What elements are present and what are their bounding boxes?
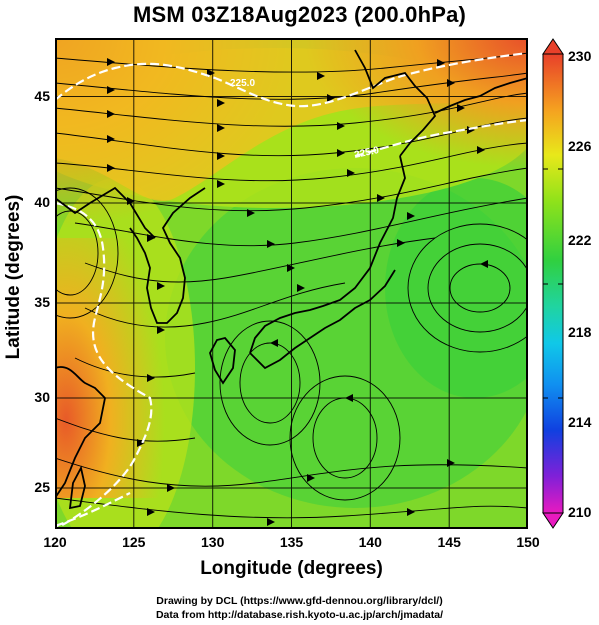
map-svg: 225.0 225.0 xyxy=(55,38,528,529)
credit-drawing: Drawing by DCL (https://www.gfd-dennou.o… xyxy=(156,595,443,607)
x-tick-label: 145 xyxy=(437,534,461,550)
x-tick-label: 150 xyxy=(516,534,540,550)
coastlines xyxy=(55,49,528,510)
x-tick-label: 135 xyxy=(279,534,304,550)
y-tick-label: 30 xyxy=(34,389,50,405)
y-tick-label: 45 xyxy=(34,87,50,104)
colorbar-label: 218 xyxy=(568,324,592,340)
y-tick-label: 35 xyxy=(34,294,50,310)
colorbar-label: 214 xyxy=(568,414,592,430)
credit-data-source: Data from http://database.rish.kyoto-u.a… xyxy=(155,609,444,621)
y-axis-title: Latitude (degrees) xyxy=(3,194,24,360)
y-tick-label: 40 xyxy=(34,194,50,210)
colorbar-label: 230 xyxy=(568,48,592,64)
x-tick-label: 130 xyxy=(201,534,225,550)
field-high-northeast xyxy=(305,38,528,168)
streamlines xyxy=(55,52,528,519)
colorbar xyxy=(542,38,564,529)
map-plot-area: 225.0 225.0 xyxy=(55,38,528,529)
x-axis-title: Longitude (degrees) xyxy=(200,558,383,579)
contour-label-east: 225.0 xyxy=(353,145,380,161)
page-title: MSM 03Z18Aug2023 (200.0hPa) xyxy=(132,2,467,27)
field-high-west xyxy=(55,238,165,498)
field-low-east xyxy=(385,178,528,398)
colorbar-label: 210 xyxy=(568,504,592,520)
colorbar-label: 222 xyxy=(568,232,592,248)
colorbar-top-triangle xyxy=(542,38,564,55)
x-tick-label: 120 xyxy=(43,534,67,550)
colorbar-label: 226 xyxy=(568,138,592,154)
contour-label-north: 225.0 xyxy=(230,78,255,89)
colorbar-bottom-triangle xyxy=(542,512,564,529)
credits: Drawing by DCL (https://www.gfd-dennou.o… xyxy=(0,594,599,622)
contours-225 xyxy=(55,51,528,529)
x-tick-label: 125 xyxy=(122,534,146,550)
x-tick-label: 140 xyxy=(358,534,382,550)
grid xyxy=(55,38,528,529)
y-tick-label: 25 xyxy=(34,479,50,495)
